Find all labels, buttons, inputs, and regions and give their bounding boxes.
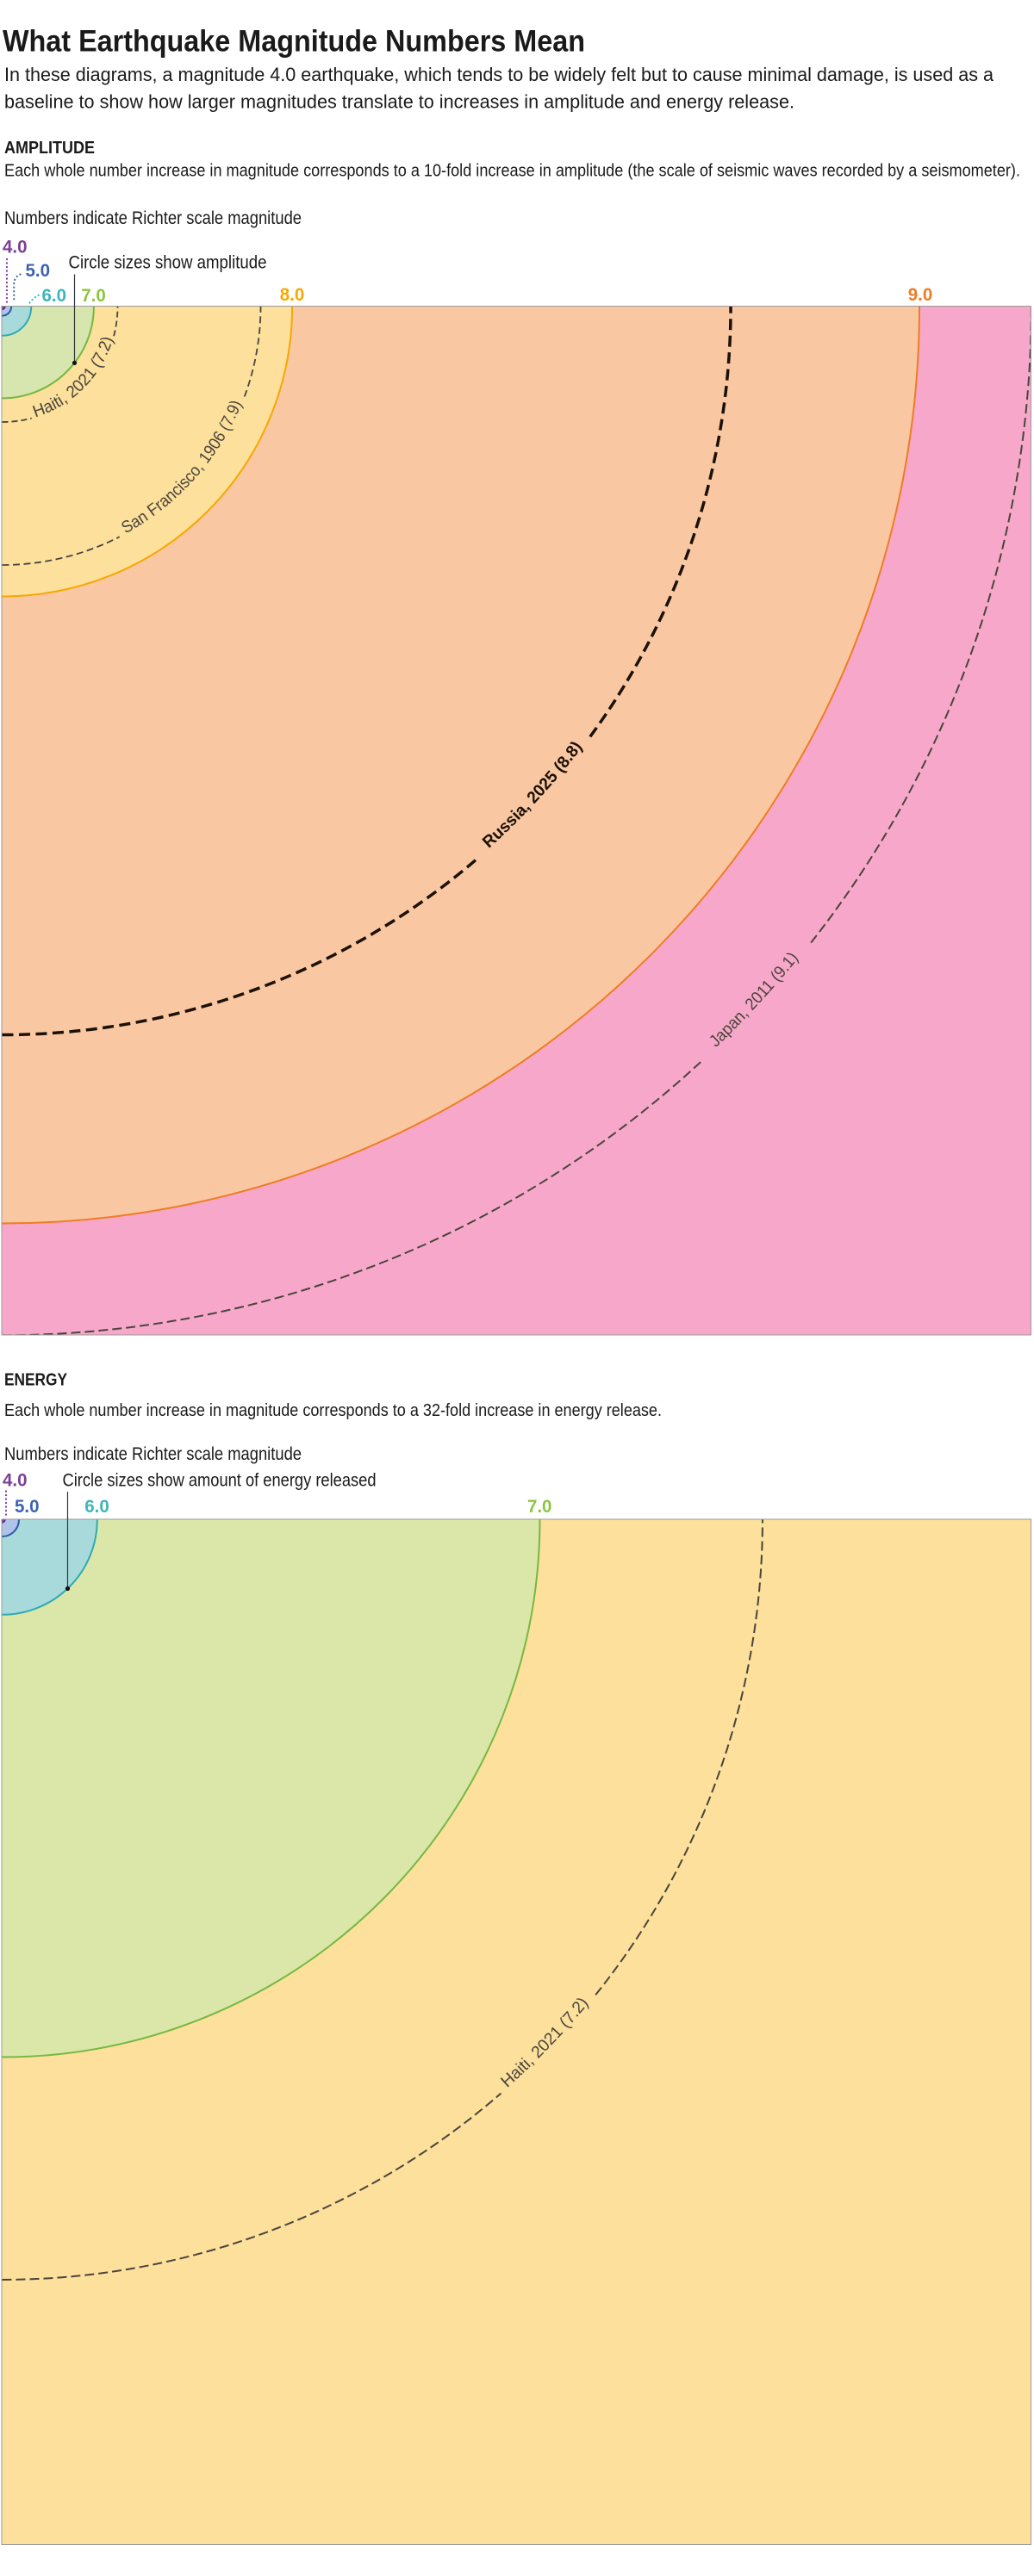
svg-text:Each whole number increase in: Each whole number increase in magnitude …	[4, 162, 1020, 181]
svg-text:6.0: 6.0	[42, 285, 67, 306]
svg-text:9.0: 9.0	[908, 284, 933, 305]
svg-text:AMPLITUDE: AMPLITUDE	[4, 138, 95, 158]
svg-text:7.0: 7.0	[81, 285, 106, 306]
svg-text:4.0: 4.0	[3, 237, 28, 258]
svg-text:In these diagrams, a magnitude: In these diagrams, a magnitude 4.0 earth…	[4, 64, 994, 85]
svg-text:Numbers indicate Richter scale: Numbers indicate Richter scale magnitude	[4, 208, 302, 228]
svg-text:Circle sizes show amplitude: Circle sizes show amplitude	[69, 253, 267, 273]
svg-text:8.0: 8.0	[280, 284, 305, 305]
svg-text:Numbers indicate Richter scale: Numbers indicate Richter scale magnitude	[4, 1444, 302, 1464]
svg-text:4.0: 4.0	[3, 1470, 28, 1491]
svg-text:7.0: 7.0	[527, 1496, 552, 1517]
svg-text:What Earthquake Magnitude Numb: What Earthquake Magnitude Numbers Mean	[3, 25, 585, 59]
svg-text:ENERGY: ENERGY	[4, 1370, 67, 1390]
svg-text:Each whole number increase in: Each whole number increase in magnitude …	[4, 1401, 662, 1420]
svg-text:baseline to show how larger ma: baseline to show how larger magnitudes t…	[4, 91, 794, 113]
svg-text:Circle sizes show amount of en: Circle sizes show amount of energy relea…	[63, 1471, 377, 1491]
svg-text:5.0: 5.0	[26, 260, 51, 281]
svg-text:6.0: 6.0	[84, 1496, 109, 1517]
svg-text:5.0: 5.0	[15, 1496, 40, 1517]
